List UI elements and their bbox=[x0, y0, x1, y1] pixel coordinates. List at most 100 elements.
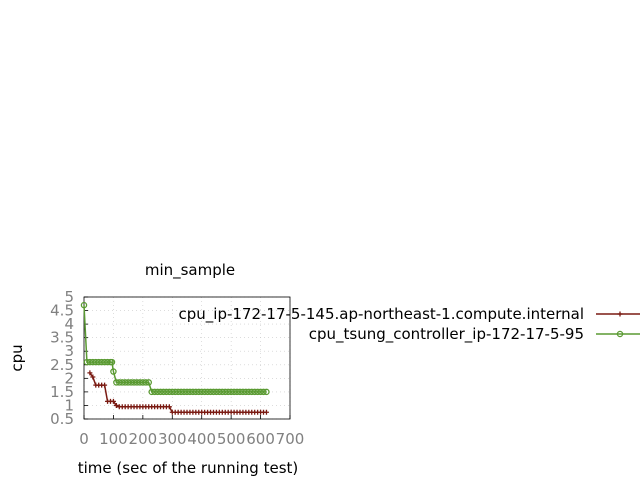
data-point bbox=[104, 358, 111, 366]
y-tick-label: 2 bbox=[64, 369, 74, 387]
x-tick-label: 0 bbox=[79, 430, 89, 448]
x-tick-label: 700 bbox=[276, 430, 305, 448]
y-tick-label: 5 bbox=[64, 288, 74, 306]
data-point bbox=[113, 379, 120, 386]
data-point bbox=[251, 388, 258, 396]
y-tick-label: 4 bbox=[64, 315, 74, 333]
data-point bbox=[263, 388, 270, 396]
data-point bbox=[192, 388, 200, 396]
data-point bbox=[139, 379, 147, 386]
x-tick-label: 300 bbox=[158, 430, 187, 448]
legend-marker bbox=[617, 311, 623, 317]
data-point bbox=[222, 388, 229, 396]
data-point bbox=[195, 388, 203, 396]
data-point bbox=[142, 379, 150, 386]
data-point bbox=[198, 388, 205, 396]
data-point bbox=[92, 358, 100, 366]
series-layer bbox=[80, 301, 270, 415]
data-point bbox=[210, 388, 217, 396]
data-point bbox=[151, 388, 158, 396]
data-point bbox=[148, 388, 155, 396]
data-point bbox=[204, 388, 211, 396]
data-point bbox=[166, 404, 172, 410]
data-point bbox=[101, 358, 108, 366]
data-point bbox=[133, 379, 141, 386]
data-point bbox=[242, 388, 250, 396]
series-2 bbox=[80, 301, 270, 396]
y-tick-label: 3.5 bbox=[50, 329, 74, 347]
data-point bbox=[174, 388, 182, 396]
data-point bbox=[116, 379, 123, 386]
data-point bbox=[233, 388, 241, 396]
data-point bbox=[130, 379, 138, 386]
y-axis-label: cpu bbox=[8, 344, 26, 371]
data-point bbox=[201, 388, 208, 396]
legend: cpu_ip-172-17-5-145.ap-northeast-1.compu… bbox=[179, 305, 640, 344]
x-axis: 0 100 200 300 400 500 600 700 bbox=[79, 415, 304, 448]
data-point bbox=[186, 388, 194, 396]
x-tick-label: 500 bbox=[217, 430, 246, 448]
data-point bbox=[257, 388, 264, 396]
legend-marker bbox=[616, 330, 624, 338]
data-point bbox=[245, 388, 253, 396]
data-point bbox=[236, 388, 244, 396]
data-point bbox=[121, 379, 129, 386]
data-point bbox=[108, 358, 116, 366]
x-tick-label: 600 bbox=[246, 430, 275, 448]
x-tick-label: 100 bbox=[99, 430, 128, 448]
y-tick-label: 3 bbox=[64, 342, 74, 360]
data-point bbox=[110, 368, 117, 375]
series-1 bbox=[87, 370, 269, 415]
y-axis: 0.511.522.533.544.55 bbox=[50, 288, 88, 428]
data-point bbox=[160, 388, 167, 396]
data-point bbox=[224, 388, 232, 396]
data-point bbox=[207, 388, 214, 396]
data-point bbox=[171, 388, 179, 396]
data-point bbox=[145, 379, 152, 386]
data-point bbox=[87, 370, 93, 376]
data-point bbox=[95, 358, 102, 366]
series-line bbox=[83, 305, 267, 393]
data-point bbox=[157, 388, 164, 396]
data-point bbox=[219, 388, 226, 396]
y-tick-label: 0.5 bbox=[50, 410, 74, 428]
data-point bbox=[110, 398, 116, 404]
data-point bbox=[113, 402, 119, 408]
data-point bbox=[98, 358, 105, 366]
data-point bbox=[227, 388, 235, 396]
data-point bbox=[230, 388, 238, 396]
data-point bbox=[86, 358, 94, 366]
data-point bbox=[216, 388, 223, 396]
data-point bbox=[90, 374, 96, 380]
x-tick-label: 200 bbox=[129, 430, 158, 448]
data-point bbox=[124, 379, 132, 386]
data-point bbox=[213, 388, 220, 396]
data-point bbox=[163, 388, 170, 396]
data-point bbox=[127, 379, 135, 386]
data-point bbox=[169, 388, 176, 396]
data-point bbox=[177, 388, 185, 396]
data-point bbox=[80, 301, 88, 309]
data-point bbox=[248, 388, 255, 396]
y-tick-label: 1 bbox=[64, 396, 74, 414]
data-point bbox=[183, 388, 191, 396]
data-point bbox=[260, 388, 267, 396]
data-point bbox=[83, 358, 91, 366]
legend-label: cpu_ip-172-17-5-145.ap-northeast-1.compu… bbox=[179, 305, 584, 324]
chart-title: min_sample bbox=[145, 261, 235, 280]
x-tick-label: 400 bbox=[187, 430, 216, 448]
data-point bbox=[263, 409, 269, 415]
data-point bbox=[254, 388, 261, 396]
data-point bbox=[102, 382, 108, 388]
plot-frame bbox=[83, 296, 291, 420]
y-tick-label: 4.5 bbox=[50, 302, 74, 320]
data-point bbox=[189, 388, 197, 396]
legend-label: cpu_tsung_controller_ip-172-17-5-95 bbox=[309, 325, 584, 344]
data-point bbox=[180, 388, 188, 396]
data-point bbox=[119, 379, 126, 386]
data-point bbox=[166, 388, 173, 396]
x-axis-label: time (sec of the running test) bbox=[78, 459, 299, 477]
data-point bbox=[239, 388, 247, 396]
y-tick-label: 2.5 bbox=[50, 356, 74, 374]
